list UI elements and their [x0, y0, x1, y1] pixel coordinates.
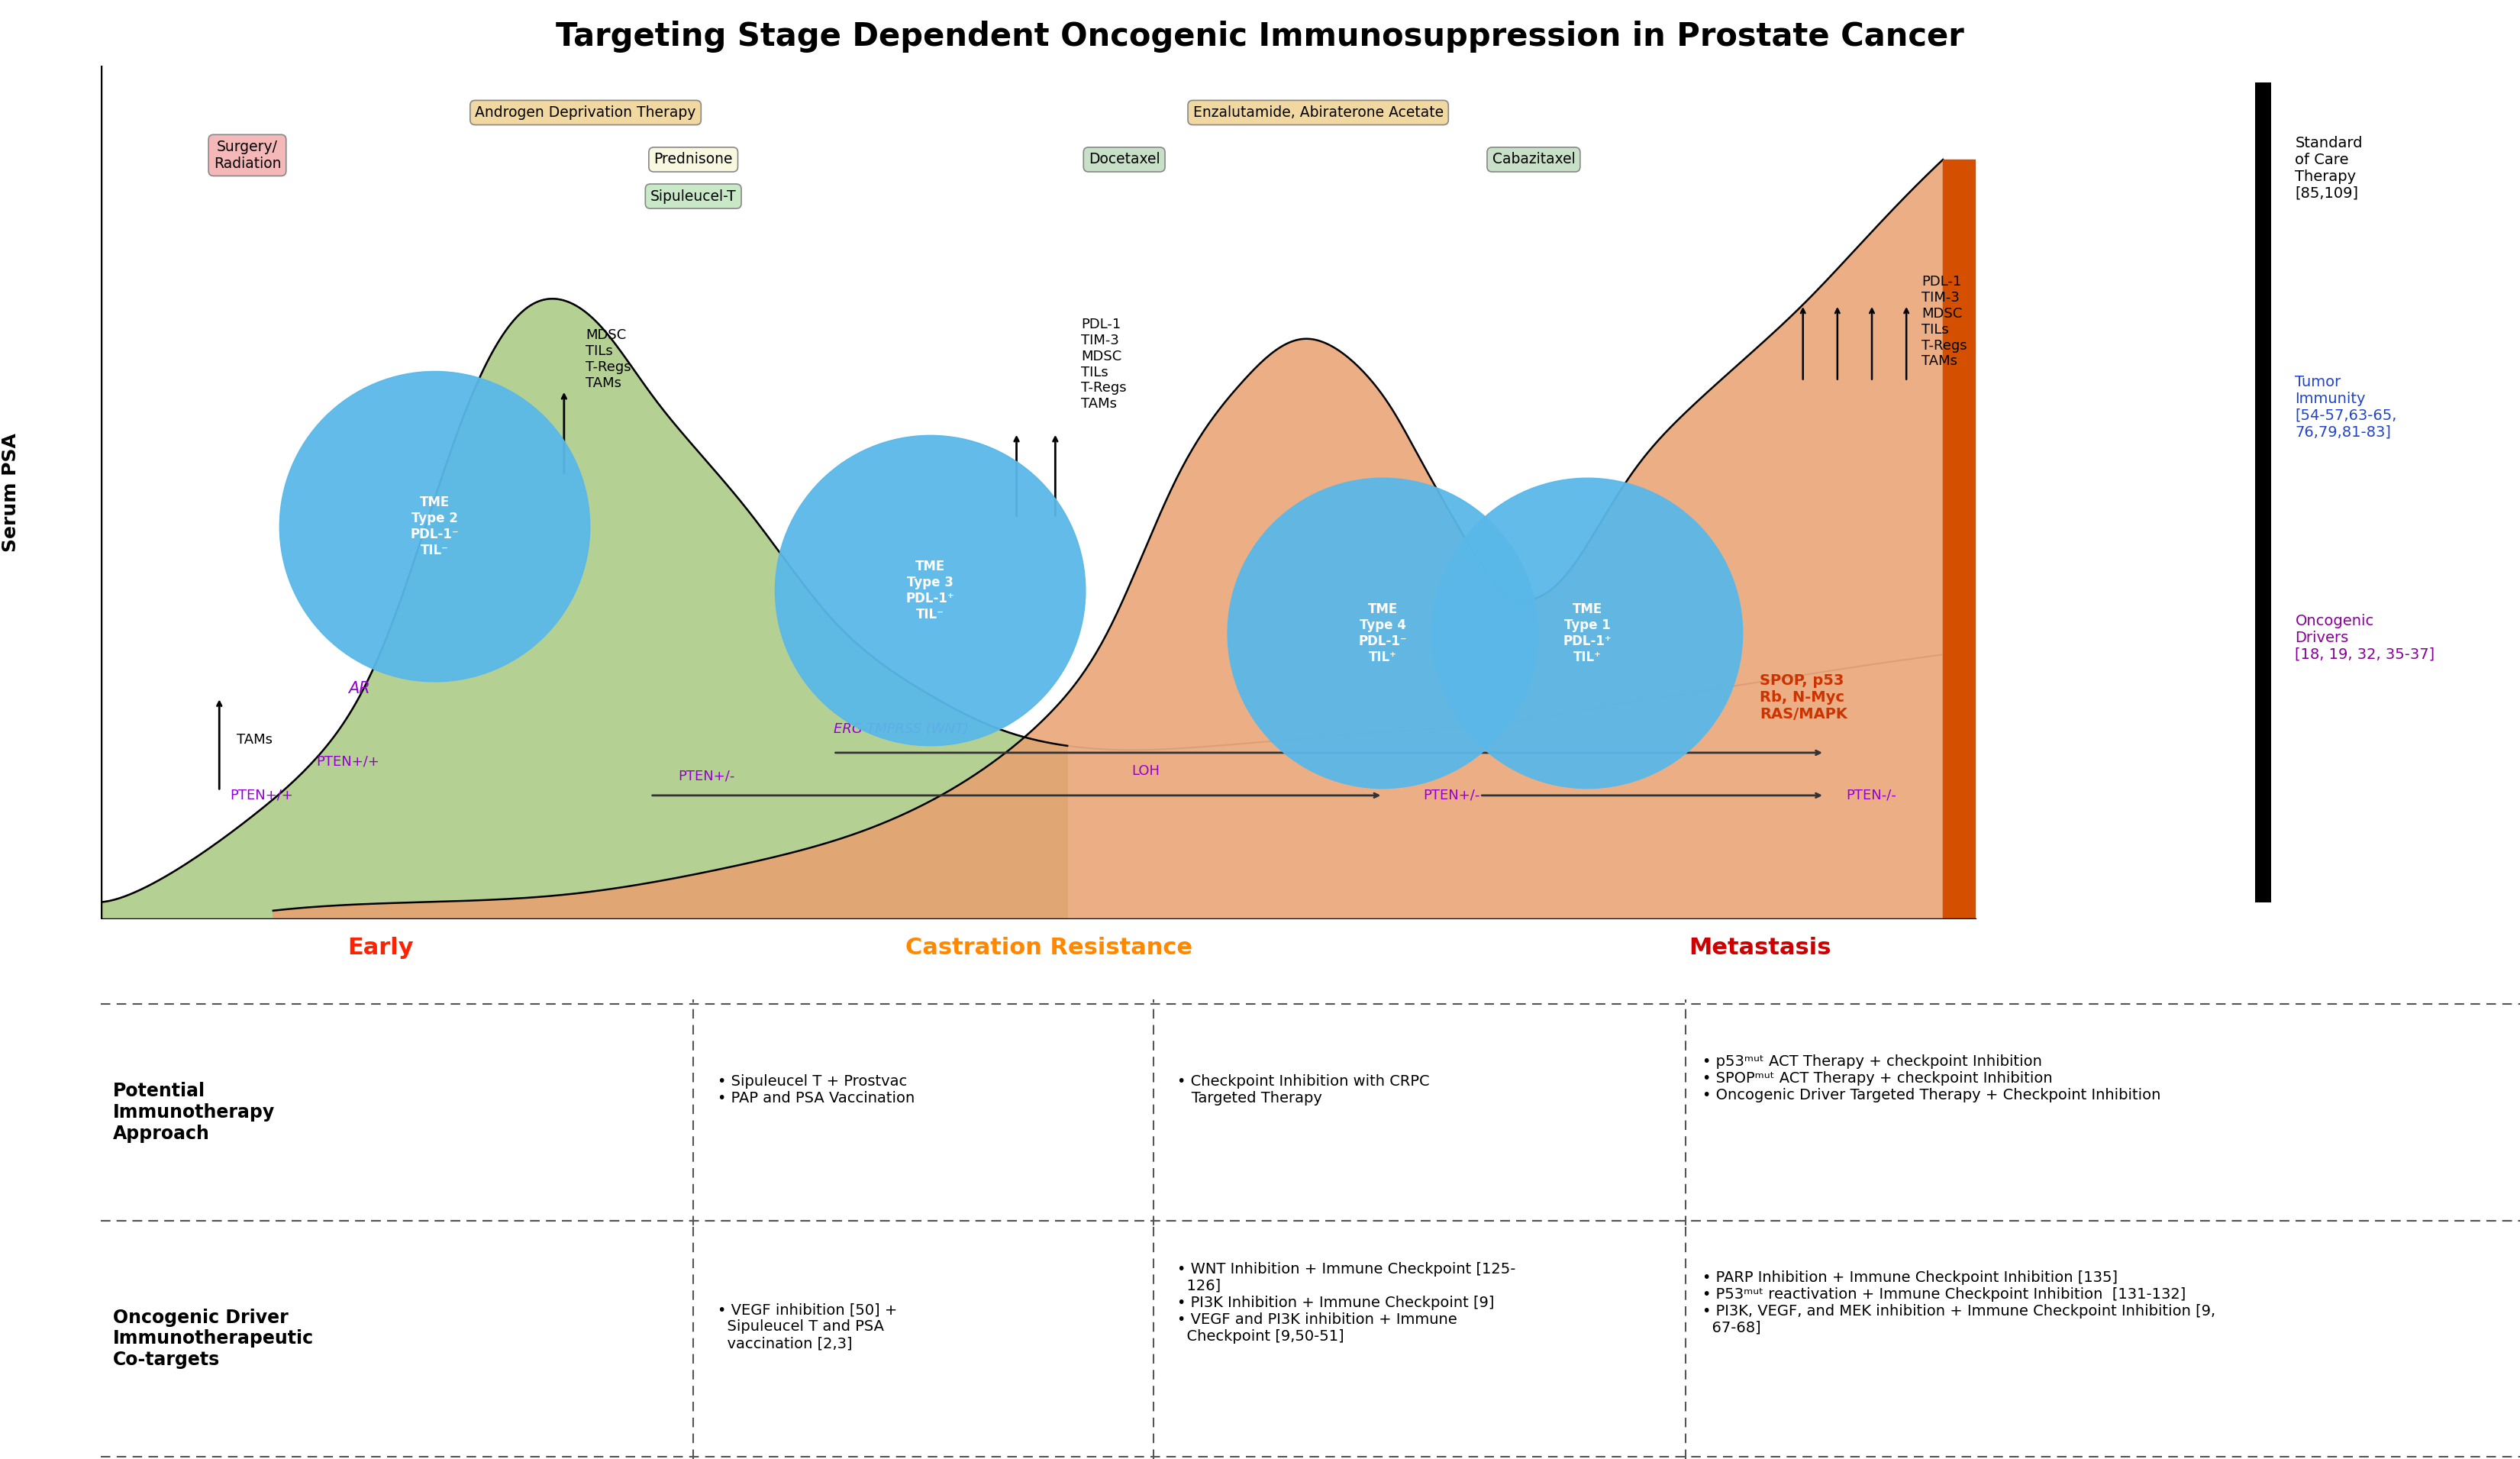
Text: Prednisone: Prednisone [653, 152, 733, 166]
Text: Sipuleucel-T: Sipuleucel-T [650, 190, 736, 203]
Text: TME
Type 2
PDL-1⁻
TIL⁻: TME Type 2 PDL-1⁻ TIL⁻ [411, 496, 459, 557]
Text: Potential
Immunotherapy
Approach: Potential Immunotherapy Approach [113, 1083, 275, 1142]
Ellipse shape [280, 372, 590, 681]
Text: TME
Type 3
PDL-1⁺
TIL⁻: TME Type 3 PDL-1⁺ TIL⁻ [907, 560, 955, 622]
Text: Enzalutamide, Abiraterone Acetate: Enzalutamide, Abiraterone Acetate [1192, 105, 1444, 120]
Text: Tumor
Immunity
[54-57,63-65,
76,79,81-83]: Tumor Immunity [54-57,63-65, 76,79,81-83… [2296, 375, 2397, 439]
Text: Standard
of Care
Therapy
[85,109]: Standard of Care Therapy [85,109] [2296, 136, 2364, 200]
Polygon shape [1943, 159, 1976, 919]
Text: PTEN+/-: PTEN+/- [678, 769, 736, 782]
Ellipse shape [776, 435, 1086, 746]
Text: • p53ᵐᵘᵗ ACT Therapy + checkpoint Inhibition
• SPOPᵐᵘᵗ ACT Therapy + checkpoint : • p53ᵐᵘᵗ ACT Therapy + checkpoint Inhibi… [1704, 1055, 2160, 1103]
Text: Oncogenic Driver
Immunotherapeutic
Co-targets: Oncogenic Driver Immunotherapeutic Co-ta… [113, 1309, 315, 1369]
Text: • WNT Inhibition + Immune Checkpoint [125-
  126]
• PI3K Inhibition + Immune Che: • WNT Inhibition + Immune Checkpoint [12… [1177, 1262, 1517, 1344]
Text: PTEN-/-: PTEN-/- [1847, 788, 1898, 802]
Text: Castration Resistance: Castration Resistance [905, 937, 1192, 959]
Text: TME
Type 4
PDL-1⁻
TIL⁺: TME Type 4 PDL-1⁻ TIL⁺ [1358, 603, 1406, 664]
Text: PTEN+/+: PTEN+/+ [229, 788, 292, 802]
Text: Oncogenic
Drivers
[18, 19, 32, 35-37]: Oncogenic Drivers [18, 19, 32, 35-37] [2296, 613, 2434, 661]
Text: TAMs: TAMs [237, 732, 272, 747]
Text: Metastasis: Metastasis [1688, 937, 1832, 959]
Text: MDSC
TILs
T-Regs
TAMs: MDSC TILs T-Regs TAMs [585, 328, 630, 390]
Text: Androgen Deprivation Therapy: Androgen Deprivation Therapy [476, 105, 696, 120]
Text: Serum PSA: Serum PSA [0, 433, 20, 552]
Text: • VEGF inhibition [50] +
  Sipuleucel T and PSA
  vaccination [2,3]: • VEGF inhibition [50] + Sipuleucel T an… [718, 1303, 897, 1351]
Text: • Checkpoint Inhibition with CRPC
   Targeted Therapy: • Checkpoint Inhibition with CRPC Target… [1177, 1074, 1429, 1106]
Text: LOH: LOH [1131, 765, 1159, 778]
Text: TME
Type 1
PDL-1⁺
TIL⁺: TME Type 1 PDL-1⁺ TIL⁺ [1562, 603, 1613, 664]
Text: Docetaxel: Docetaxel [1089, 152, 1159, 166]
Text: • Sipuleucel T + Prostvac
• PAP and PSA Vaccination: • Sipuleucel T + Prostvac • PAP and PSA … [718, 1074, 915, 1106]
Text: Surgery/
Radiation: Surgery/ Radiation [214, 140, 282, 171]
Ellipse shape [1227, 479, 1537, 788]
Bar [2255, 83, 2271, 902]
Text: ERG-TMPRSS (WNT): ERG-TMPRSS (WNT) [834, 722, 968, 735]
Text: Early: Early [348, 937, 413, 959]
Text: Targeting Stage Dependent Oncogenic Immunosuppression in Prostate Cancer: Targeting Stage Dependent Oncogenic Immu… [557, 20, 1963, 53]
Text: AR: AR [348, 681, 370, 696]
Text: PDL-1
TIM-3
MDSC
TILs
T-Regs
TAMs: PDL-1 TIM-3 MDSC TILs T-Regs TAMs [1081, 318, 1126, 411]
Text: PTEN+/-: PTEN+/- [1424, 788, 1479, 802]
Polygon shape [272, 159, 1943, 919]
Ellipse shape [1431, 479, 1744, 788]
Text: Cabazitaxel: Cabazitaxel [1492, 152, 1575, 166]
Text: SPOP, p53
Rb, N-Myc
RAS/MAPK: SPOP, p53 Rb, N-Myc RAS/MAPK [1759, 673, 1847, 721]
Polygon shape [101, 299, 1068, 919]
Text: • PARP Inhibition + Immune Checkpoint Inhibition [135]
• P53ᵐᵘᵗ reactivation + I: • PARP Inhibition + Immune Checkpoint In… [1704, 1271, 2215, 1335]
Text: PTEN+/+: PTEN+/+ [318, 754, 381, 767]
Text: PDL-1
TIM-3
MDSC
TILs
T-Regs
TAMs: PDL-1 TIM-3 MDSC TILs T-Regs TAMs [1920, 276, 1968, 368]
